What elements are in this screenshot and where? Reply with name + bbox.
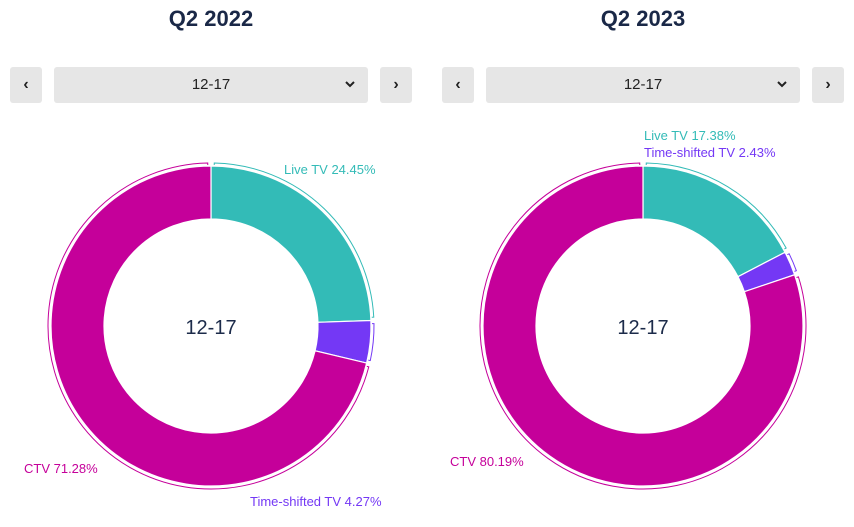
chevron-left-icon: ‹: [455, 76, 461, 93]
chart-title: Q2 2022: [168, 6, 254, 31]
slice-bracket: [213, 162, 375, 318]
chevron-left-icon: ‹: [23, 76, 29, 93]
slice-bracket: [368, 323, 375, 362]
chart-panel-q2-2022: Q2 2022 ‹ 12-17 › 12-17 Live TV 24.45% Ti…: [10, 0, 412, 527]
donut-chart: 12-17 Live TV 24.45% Time-shifted TV 4.27…: [24, 162, 382, 509]
donut-slice-ctv[interactable]: [482, 165, 804, 487]
slice-bracket: [787, 253, 797, 272]
chevron-right-icon: ›: [825, 76, 831, 93]
slice-label: Time-shifted TV 2.43%: [644, 145, 776, 160]
slice-label: Live TV 17.38%: [644, 128, 736, 143]
previous-segment-button[interactable]: ‹: [442, 67, 474, 103]
next-segment-button[interactable]: ›: [380, 67, 412, 103]
donut-slice-live-tv[interactable]: [210, 165, 372, 323]
slice-label: Live TV 24.45%: [284, 162, 376, 177]
previous-segment-button[interactable]: ‹: [10, 67, 42, 103]
segment-dropdown[interactable]: 12-17: [54, 67, 368, 103]
donut-slice-live-tv[interactable]: [642, 165, 786, 278]
slice-bracket: [47, 162, 370, 490]
donut-center-label: 12-17: [185, 317, 236, 339]
chart-title: Q2 2023: [600, 6, 686, 31]
segment-dropdown-value: 12-17: [623, 76, 663, 93]
chevron-down-icon: [777, 81, 787, 88]
donut-slice-ctv[interactable]: [50, 165, 368, 487]
slice-label: Time-shifted TV 4.27%: [250, 494, 382, 509]
next-segment-button[interactable]: ›: [812, 67, 844, 103]
slice-label: CTV 80.19%: [450, 454, 524, 469]
slice-label: CTV 71.28%: [24, 461, 98, 476]
donut-chart: 12-17 Live TV 17.38% Time-shifted TV 2.43…: [450, 128, 807, 490]
slice-bracket: [479, 162, 807, 490]
segment-dropdown[interactable]: 12-17: [486, 67, 800, 103]
segment-dropdown-value: 12-17: [191, 76, 231, 93]
chart-panel-q2-2023: Q2 2023 ‹ 12-17 › 12-17 Live TV 17.38% Ti…: [442, 0, 844, 527]
chevron-down-icon: [345, 81, 355, 88]
chevron-right-icon: ›: [393, 76, 399, 93]
slice-bracket: [645, 162, 787, 250]
donut-center-label: 12-17: [617, 317, 668, 339]
